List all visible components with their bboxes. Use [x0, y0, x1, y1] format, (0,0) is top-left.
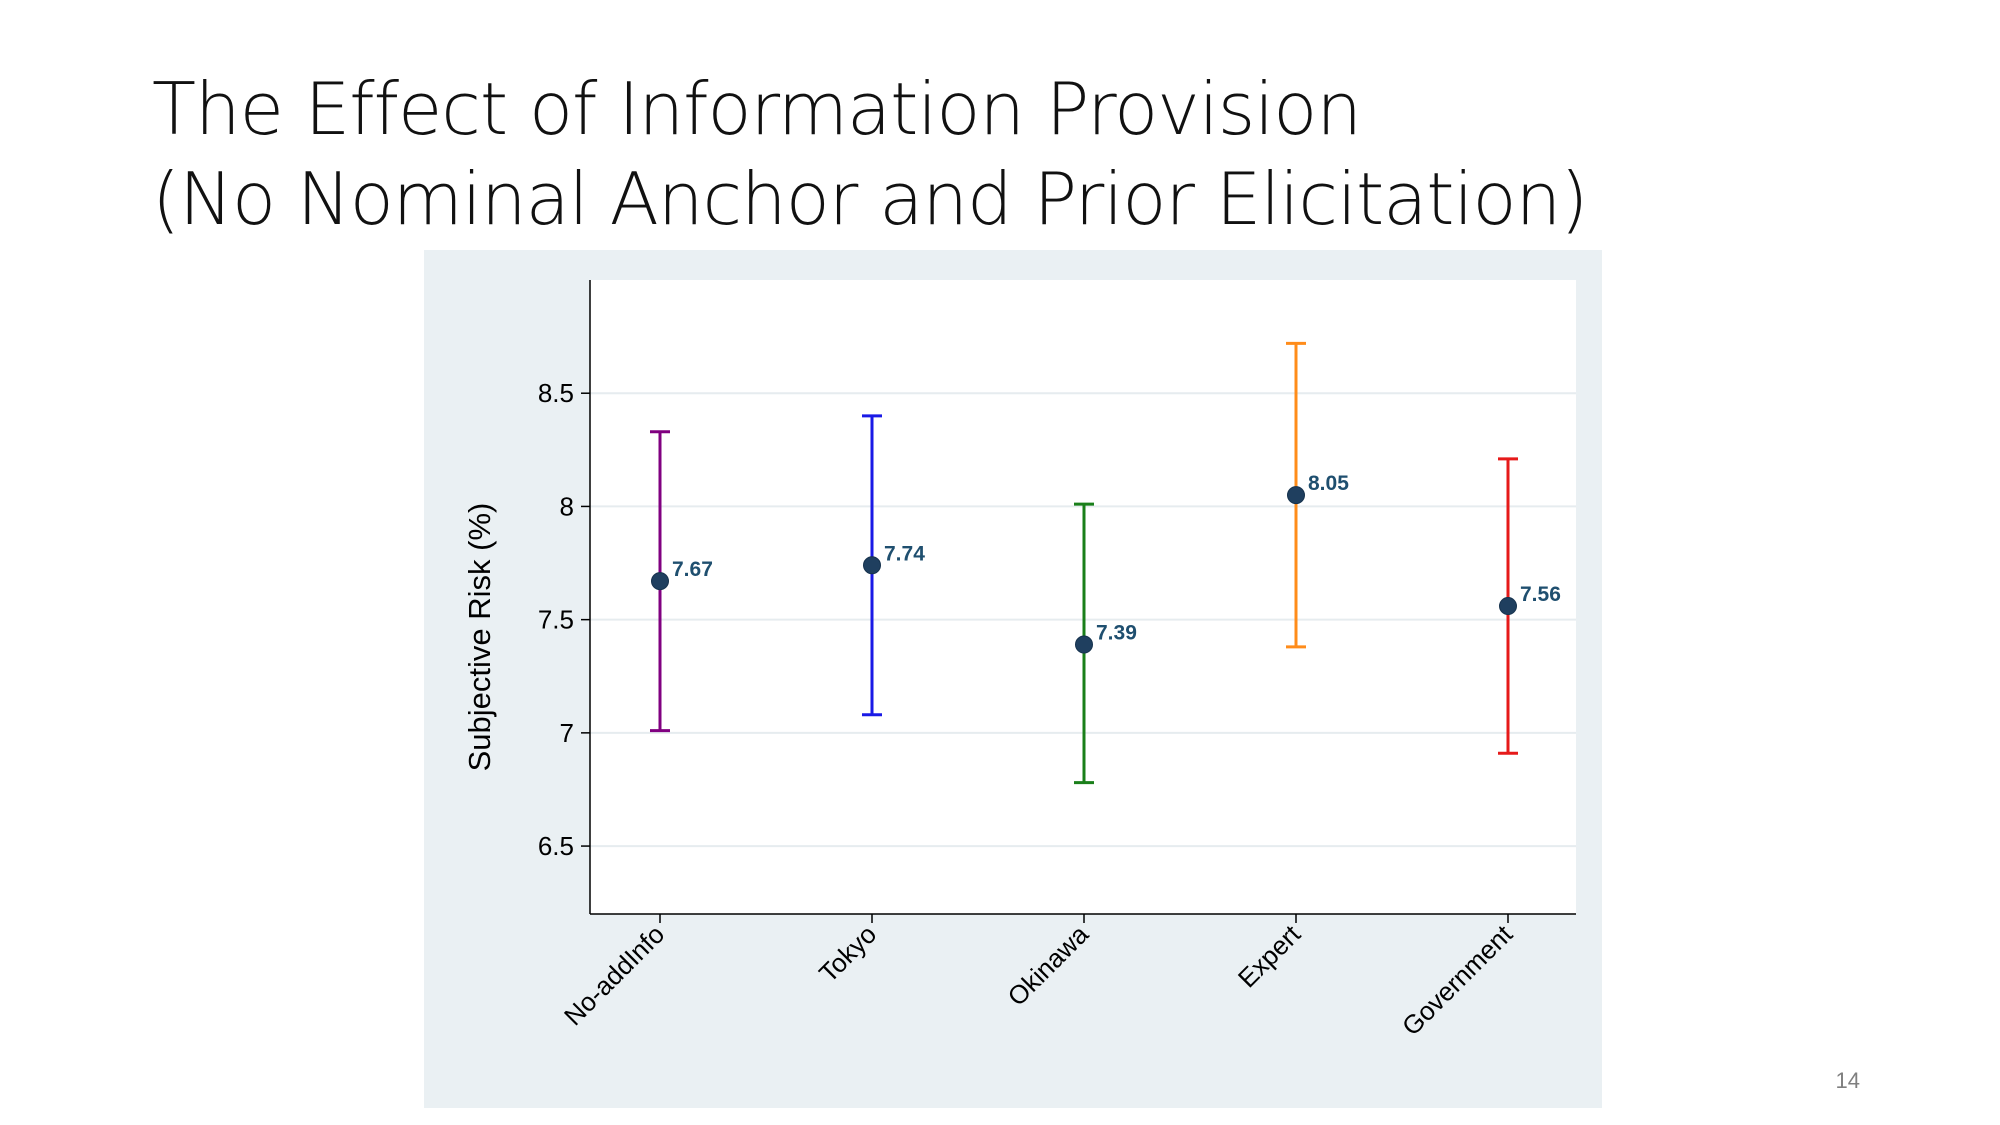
- slide-title-line-2: (No Nominal Anchor and Prior Elicitation…: [152, 157, 1588, 241]
- point-value-label: 7.74: [884, 542, 925, 565]
- error-bar-chart: 6.5 7 7.5 8 8.5 Subjective Risk (%) 7.67 No-add…: [462, 280, 1576, 1041]
- y-tick-label: 7: [560, 718, 574, 748]
- point-marker: [1499, 597, 1517, 616]
- slide-title: The Effect of Information Provision (No …: [152, 64, 1852, 244]
- x-tick-label: No-addInfo: [558, 919, 670, 1031]
- point-value-label: 8.05: [1308, 472, 1349, 495]
- x-tick-label: Government: [1396, 918, 1519, 1041]
- point-value-label: 7.39: [1096, 622, 1137, 645]
- x-tick-label: Tokyo: [813, 919, 882, 988]
- y-tick-label: 8.5: [538, 378, 574, 408]
- x-tick-label: Expert: [1232, 918, 1307, 993]
- y-tick-label: 8: [560, 491, 574, 521]
- page-number: 14: [1835, 1068, 1860, 1093]
- figure-panel: 6.5 7 7.5 8 8.5 Subjective Risk (%) 7.67 No-add…: [424, 250, 1602, 1108]
- point-marker: [651, 572, 669, 591]
- point-marker: [863, 556, 881, 575]
- point-value-label: 7.56: [1520, 583, 1561, 606]
- point-marker: [1075, 635, 1093, 654]
- y-tick-label: 6.5: [538, 831, 574, 861]
- point-value-label: 7.67: [672, 558, 713, 581]
- y-tick-label: 7.5: [538, 605, 574, 635]
- slide-title-line-1: The Effect of Information Provision: [152, 67, 1362, 151]
- point-marker: [1287, 486, 1305, 505]
- y-axis-title: Subjective Risk (%): [462, 503, 497, 772]
- x-tick-label: Okinawa: [1002, 919, 1095, 1012]
